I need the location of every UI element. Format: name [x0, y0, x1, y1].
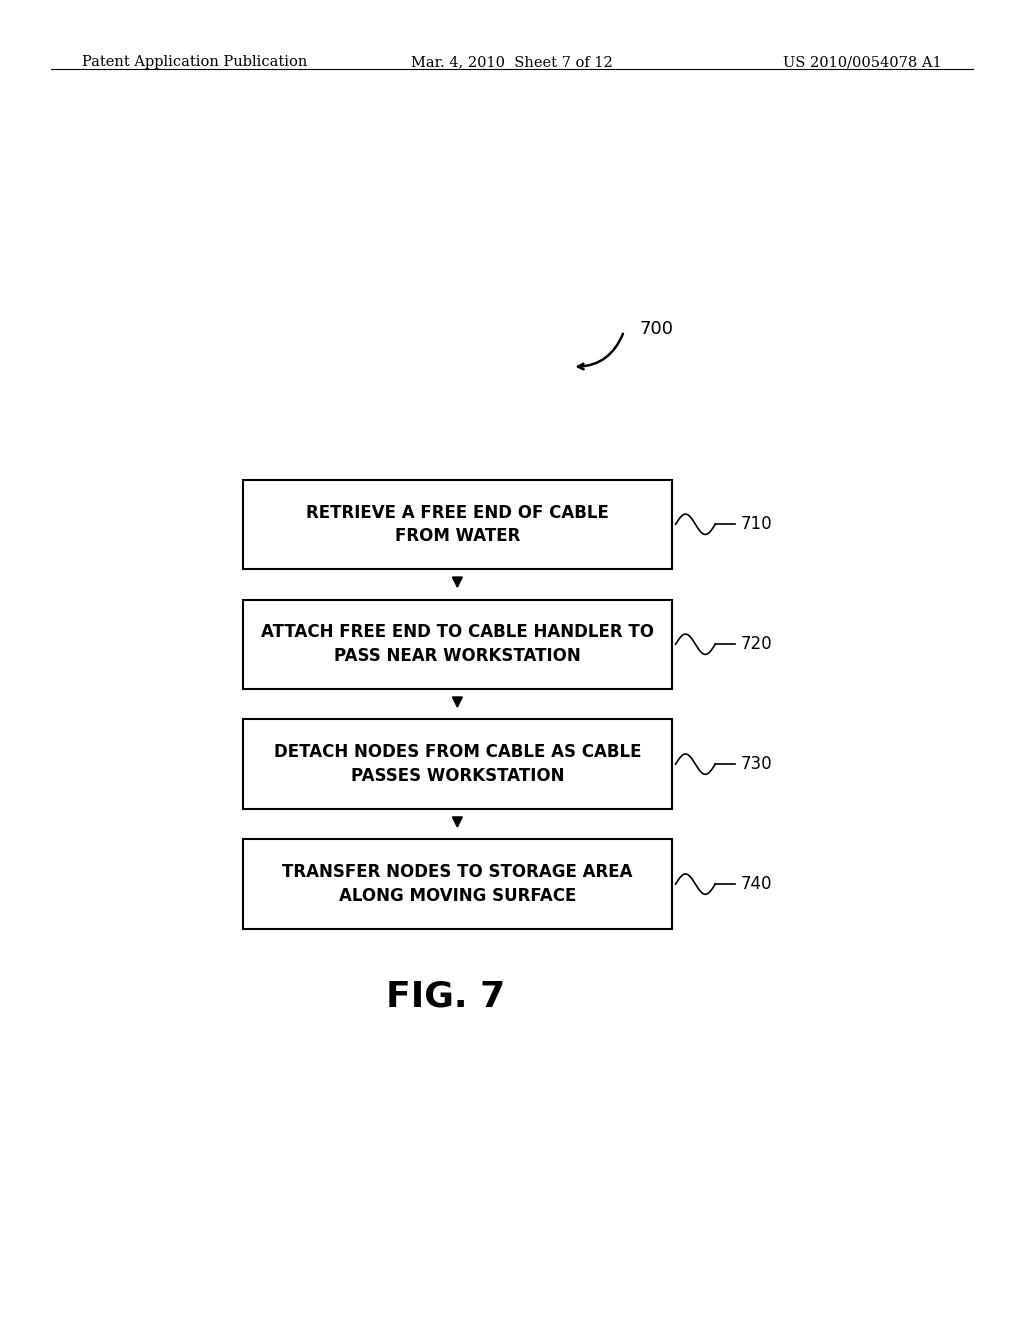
- Bar: [243, 719, 672, 809]
- Text: Patent Application Publication: Patent Application Publication: [82, 55, 307, 70]
- Bar: [243, 599, 672, 689]
- Text: TRANSFER NODES TO STORAGE AREA
ALONG MOVING SURFACE: TRANSFER NODES TO STORAGE AREA ALONG MOV…: [282, 863, 633, 906]
- Text: 730: 730: [740, 755, 772, 774]
- Text: 740: 740: [740, 875, 772, 894]
- Text: 700: 700: [640, 321, 674, 338]
- Text: 710: 710: [740, 515, 772, 533]
- Text: FIG. 7: FIG. 7: [386, 979, 505, 1014]
- Bar: [243, 479, 672, 569]
- Bar: [243, 840, 672, 929]
- Text: 720: 720: [740, 635, 772, 653]
- Text: RETRIEVE A FREE END OF CABLE
FROM WATER: RETRIEVE A FREE END OF CABLE FROM WATER: [306, 503, 609, 545]
- Text: US 2010/0054078 A1: US 2010/0054078 A1: [783, 55, 942, 70]
- Text: DETACH NODES FROM CABLE AS CABLE
PASSES WORKSTATION: DETACH NODES FROM CABLE AS CABLE PASSES …: [273, 743, 641, 785]
- Text: ATTACH FREE END TO CABLE HANDLER TO
PASS NEAR WORKSTATION: ATTACH FREE END TO CABLE HANDLER TO PASS…: [261, 623, 654, 665]
- Text: Mar. 4, 2010  Sheet 7 of 12: Mar. 4, 2010 Sheet 7 of 12: [411, 55, 613, 70]
